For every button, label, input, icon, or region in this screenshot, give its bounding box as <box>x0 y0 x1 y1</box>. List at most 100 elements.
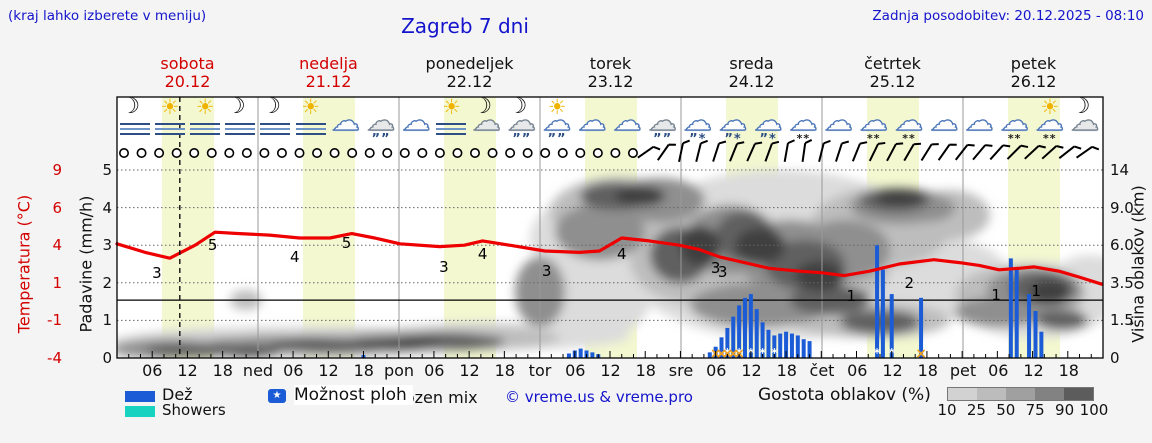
fog-icon <box>119 123 150 136</box>
x-tick-label: tor <box>528 361 552 380</box>
sky-icon-moon-fog: ☽ <box>257 94 293 144</box>
precip-tick: 5 <box>102 161 112 179</box>
cloud-height-tick: 6.0 <box>1110 236 1134 255</box>
sky-icon-cloud: ☁ <box>961 98 997 144</box>
svg-text:5: 5 <box>342 234 352 252</box>
sky-icon-cloud-snow: ☁ ** <box>997 98 1033 145</box>
scale-segment <box>1064 388 1093 400</box>
scale-segment <box>948 388 977 400</box>
sun-icon: ☀ <box>547 95 567 119</box>
sun-icon: ☀ <box>301 95 321 119</box>
moon-icon: ☽ <box>261 94 281 119</box>
svg-text:3: 3 <box>542 262 552 280</box>
sky-icon-moon-fog: ☽ <box>117 94 153 144</box>
x-tick-label: 12 <box>882 361 903 380</box>
frozen-mix-legend-label: frozen mix <box>393 388 478 407</box>
sky-icon-sun-fog: ☀ <box>152 95 188 144</box>
mixed-precip-marks-icon: ”* <box>724 132 742 147</box>
cloud-icon: ☁ <box>930 103 959 137</box>
svg-text:*: * <box>759 346 766 360</box>
x-tick-label: 06 <box>565 361 586 380</box>
precip-tick: 0 <box>102 349 112 367</box>
rain-bars <box>361 245 1044 358</box>
cloud-density-legend-label: Gostota oblakov (%) <box>758 385 931 405</box>
svg-text:*: * <box>736 346 743 360</box>
cloud-icon: ☁ <box>648 103 677 137</box>
sun-icon: ☀ <box>195 95 215 119</box>
day-name: sobota <box>160 54 215 73</box>
svg-text:3: 3 <box>711 259 721 277</box>
sky-icon-sun-fog: ☀ <box>187 95 223 144</box>
cloud-icon: ☁ <box>1035 103 1064 137</box>
cloud-height-tick: 3.5 <box>1110 273 1134 292</box>
moon-icon: ☽ <box>120 94 141 119</box>
svg-text:*: * <box>874 346 881 360</box>
svg-text:×: × <box>727 346 739 362</box>
svg-text:1: 1 <box>991 286 1001 304</box>
svg-text:3: 3 <box>718 263 728 281</box>
day-date: 22.12 <box>446 72 493 91</box>
x-tick-label: 18 <box>776 361 797 380</box>
cloud-icon: ☁ <box>1000 103 1029 137</box>
x-tick-label: pon <box>383 361 415 380</box>
copyright-link[interactable]: © vreme.us & vreme.pro <box>505 388 693 406</box>
x-tick-label: 06 <box>283 361 304 380</box>
scale-label: 50 <box>996 401 1016 419</box>
sky-icon-moon-cloud-rain: ☽ ☁”” <box>504 94 540 147</box>
snow-marks-icon: ** <box>796 132 811 145</box>
x-tick-label: 18 <box>353 361 374 380</box>
sky-icon-cloud: ☁ <box>821 98 857 144</box>
day-name: torek <box>589 54 632 73</box>
menu-hint: (kraj lahko izberete v meniju) <box>8 8 207 24</box>
cloud-height-tick: 0 <box>1110 349 1120 367</box>
x-tick-label: 12 <box>741 361 762 380</box>
rain-legend-label: Dež <box>162 385 193 404</box>
svg-text:5: 5 <box>208 236 218 254</box>
svg-text:*: * <box>771 346 778 360</box>
sky-icon-moon-cloud: ☽ ☁ <box>469 94 505 144</box>
cloud-icon: ☁ <box>683 103 712 137</box>
snow-marks-icon: ** <box>902 132 916 145</box>
cloud-icon: ☁ <box>402 103 431 137</box>
page-title: Zagreb 7 dni <box>401 14 529 38</box>
x-tick-label: 18 <box>212 361 233 380</box>
cloud-density-field <box>117 170 1103 358</box>
precip-tick: 1 <box>102 311 112 330</box>
cloud-icon: ☁ <box>613 103 642 137</box>
x-tick-label: 06 <box>988 361 1009 380</box>
x-tick-label: 18 <box>635 361 656 380</box>
sky-icon-cloud-rain-snow: ☁ ”* <box>715 98 751 147</box>
scale-label: 25 <box>966 401 986 419</box>
x-tick-label: 06 <box>706 361 727 380</box>
temp-tick: -1 <box>47 311 62 330</box>
cloud-icon: ☁ <box>472 103 501 137</box>
sky-icon-cloud: ☁ <box>609 98 645 144</box>
sky-icon-moon-cloud: ☽ ☁ <box>1067 94 1103 144</box>
fog-icon <box>225 123 256 136</box>
sky-icon-cloud-snow: ☁ ** <box>856 98 892 145</box>
fog-icon <box>190 123 220 136</box>
moon-icon: ☽ <box>472 94 493 119</box>
svg-text:1: 1 <box>1031 282 1041 300</box>
cloud-icon: ☁ <box>542 103 571 137</box>
rain-marks-icon: ”” <box>653 132 673 147</box>
svg-text:4: 4 <box>617 245 627 263</box>
cloud-icon: ☁ <box>824 103 853 137</box>
x-tick-label: pet <box>949 361 977 380</box>
day-name: sreda <box>729 54 774 73</box>
snow-marks-icon: ** <box>1007 132 1022 145</box>
svg-text:3: 3 <box>152 264 162 282</box>
day-date: 25.12 <box>869 72 916 91</box>
snow-marks-icon: ** <box>867 132 881 145</box>
day-date: 23.12 <box>587 72 634 91</box>
day-name: ponedeljek <box>425 54 514 73</box>
moon-icon: ☽ <box>1070 94 1091 119</box>
precip-tick: 2 <box>102 273 112 292</box>
daylight-band <box>444 97 496 358</box>
svg-text:×: × <box>716 346 728 362</box>
day-name: petek <box>1010 54 1057 73</box>
sky-icon-cloud-rain-snow: ☁ ”* <box>680 98 716 147</box>
